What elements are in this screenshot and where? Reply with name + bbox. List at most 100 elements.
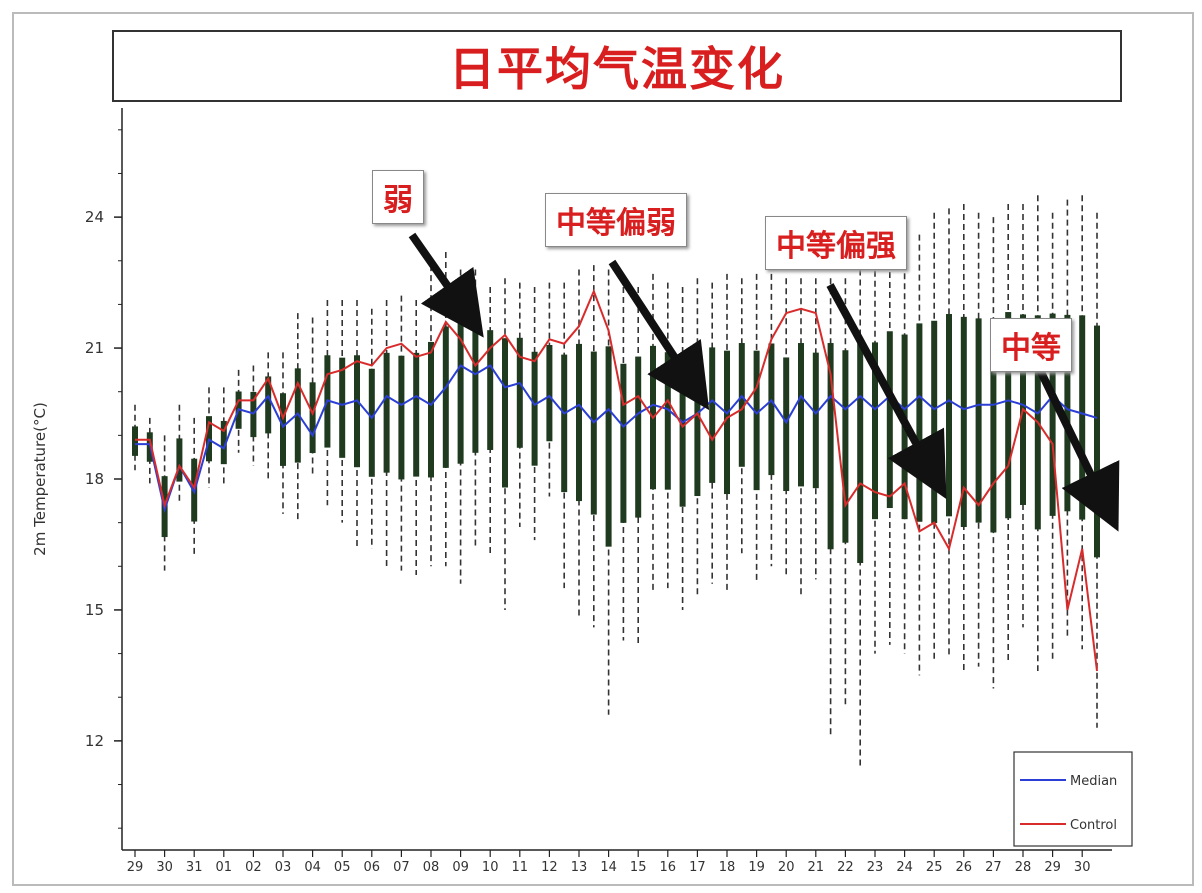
box [294,368,301,463]
box [664,352,671,490]
x-tick-label: 07 [393,860,410,875]
box [798,343,804,487]
x-tick-label: 03 [275,860,292,875]
box [1064,314,1071,512]
annotation-arrow-icon [608,259,710,411]
box [857,339,864,564]
box [783,357,790,492]
x-tick-label: 29 [1044,860,1061,875]
box [724,350,730,495]
box [605,346,612,547]
legend-label-median: Median [1070,774,1117,789]
box [1049,313,1056,516]
box [635,356,642,518]
box [975,318,982,523]
x-tick-label: 25 [926,860,943,875]
x-tick-label: 21 [808,860,825,875]
box [886,331,893,509]
x-tick-label: 04 [304,860,321,875]
box [768,343,775,476]
x-tick-label: 23 [867,860,884,875]
box [1005,312,1012,519]
box [590,351,597,515]
box [309,382,316,454]
x-tick-label: 22 [837,860,854,875]
box [516,337,523,448]
annotation-arrow-icon [408,232,484,338]
series-line-median [135,364,1098,514]
box [531,351,538,466]
y-tick-label: 21 [85,339,104,357]
annotation-weak: 弱 [372,170,424,224]
box [931,320,938,524]
box [220,420,227,465]
x-tick-label: 13 [571,860,588,875]
x-tick-label: 15 [630,860,647,875]
box [576,343,582,502]
box [472,327,479,453]
x-tick-label: 01 [216,860,233,875]
figure-frame [12,12,1194,886]
y-tick-label: 24 [85,208,104,226]
x-tick-label: 26 [956,860,973,875]
x-tick-label: 05 [334,860,351,875]
x-tick-label: 19 [748,860,765,875]
y-tick-label: 12 [85,732,104,750]
annotation-moderate-weak: 中等偏弱 [545,193,687,247]
chart-title-box: 日平均气温变化 [112,30,1122,102]
x-tick-label: 10 [482,860,499,875]
x-tick-label: 31 [186,860,203,875]
box [694,352,701,497]
x-tick-label: 20 [778,860,795,875]
box [620,363,627,523]
box [679,361,686,507]
box [738,343,745,467]
box [990,320,997,533]
box [265,376,272,434]
x-tick-label: 24 [896,860,913,875]
x-tick-label: 12 [541,860,558,875]
box [442,326,449,468]
box [1079,315,1086,520]
box [709,347,716,483]
annotation-arrow-icon [826,283,947,500]
box [339,357,346,458]
box [812,352,819,489]
x-tick-label: 16 [660,860,677,875]
box [487,330,494,450]
box [502,338,508,488]
x-tick-label: 08 [423,860,440,875]
x-tick-label: 17 [689,860,706,875]
series-line-control [135,288,1098,672]
x-tick-label: 06 [364,860,381,875]
box [428,341,434,478]
legend-label-control: Control [1070,818,1117,833]
box [946,314,952,517]
box [753,350,760,491]
box [827,343,834,550]
box [132,426,138,456]
box [413,352,420,477]
x-tick-label: 02 [245,860,262,875]
y-tick-label: 18 [85,470,104,488]
box [176,438,183,482]
x-tick-label: 28 [1015,860,1032,875]
x-tick-label: 27 [985,860,1002,875]
chart-title: 日平均气温变化 [449,42,785,96]
box [842,350,849,543]
box [354,355,360,468]
annotation-moderate: 中等 [990,318,1072,372]
box [561,354,568,493]
box [872,342,878,520]
x-tick-label: 11 [512,860,529,875]
box [280,393,286,466]
x-tick-label: 18 [719,860,736,875]
annotation-moderate-strong: 中等偏强 [765,216,907,270]
x-tick-label: 29 [127,860,144,875]
legend-box [1013,751,1133,847]
box [916,323,923,522]
annotation-arrow-icon [1036,368,1120,532]
x-tick-label: 30 [156,860,173,875]
x-tick-label: 09 [452,860,469,875]
box [383,352,390,473]
